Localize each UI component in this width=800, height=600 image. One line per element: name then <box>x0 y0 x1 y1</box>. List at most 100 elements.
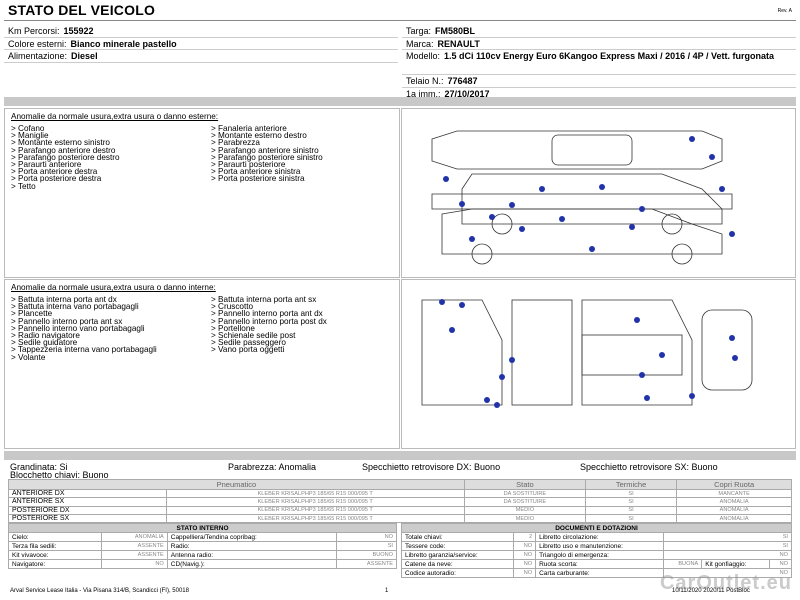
kv-row: Catene da neve: NO Ruota scorta: BUONA Kit g… <box>400 559 792 569</box>
status-blocchetto: Blocchetto chiavi: Buono <box>10 470 109 480</box>
field-label: Cappelliera/Tendina copribag: <box>166 532 337 542</box>
field-value: 2 <box>513 532 537 542</box>
field-label: Totale chiavi: <box>400 532 515 542</box>
column-header: Termiche <box>584 479 678 490</box>
field-value: NO <box>513 568 537 578</box>
field-value: SI <box>663 532 792 542</box>
tire-cell: ANOMALIA <box>676 513 792 524</box>
field-value: NO <box>663 550 792 560</box>
tire-cell: MEDIO <box>463 505 586 515</box>
tire-cell: POSTERIORE SX <box>8 513 167 524</box>
field-value: SI <box>663 541 792 551</box>
tires-table: Pneumatico Stato Termiche Copri Ruota ANTERI… <box>8 479 792 524</box>
stato-interno-table: STATO INTERNO Cielo: ANOMALIA Cappelliera/T… <box>7 523 398 569</box>
info-label: 1a imm.: <box>406 88 441 99</box>
tire-row: ANTERIORE DX KLEBER KRISALPHP3 185/65 R15… <box>8 488 792 499</box>
damage-item: > Parafango anteriore sinistro <box>211 145 319 155</box>
revision: Rev. A <box>777 8 792 14</box>
car-side-left <box>441 208 723 255</box>
field-value: BUONO <box>335 550 398 560</box>
info-row: Targa: FM580BL <box>402 25 796 38</box>
car-top <box>431 130 723 170</box>
item-column: > Battuta interna porta ant dx > Battuta … <box>11 295 211 361</box>
info-row: Marca: RENAULT <box>402 38 796 50</box>
field-label: Antenna radio: <box>166 550 337 560</box>
damage-item: > Pannello interno vano portabagagli <box>11 323 145 333</box>
info-value: FM580BL <box>435 26 476 36</box>
tire-cell: KLEBER KRISALPHP3 185/65 R15 000/095 T <box>165 505 465 515</box>
kv-row: Totale chiavi: 2 Libretto circolazione: SI <box>400 532 792 542</box>
field-label: Codice autoradio: <box>400 568 515 578</box>
tire-cell: SI <box>584 488 678 499</box>
rule <box>4 20 796 21</box>
damage-item: > Cruscotto <box>211 302 254 312</box>
kv-row: Terza fila sedili: ASSENTE Radio: SI <box>7 541 398 551</box>
tire-cell: MANCANTE <box>676 488 792 499</box>
damage-item: > Sedile guidatore <box>11 338 78 348</box>
item-column: > Fanaleria anteriore > Montante esterno … <box>211 124 411 183</box>
field-label: Cielo: <box>7 532 103 542</box>
tire-row: POSTERIORE DX KLEBER KRISALPHP3 185/65 R1… <box>8 505 792 515</box>
car-exterior <box>431 130 735 265</box>
field-value: ASSENTE <box>101 541 168 551</box>
car-side-right <box>461 173 723 225</box>
damage-item: > Parafango posteriore sinistro <box>211 152 323 162</box>
damage-item: > Sedile passeggero <box>211 338 286 348</box>
car-front-view <box>431 193 733 210</box>
damage-item: > Schienale sedile post <box>211 331 296 341</box>
damage-item: > Battuta interna porta ant dx <box>11 295 117 304</box>
kv-row: Tessere code: NO Libretto uso e manutenzio… <box>400 541 792 551</box>
separator <box>4 451 796 460</box>
field-value: ANOMALIA <box>101 532 168 542</box>
field-label: Triangolo di emergenza: <box>535 550 665 560</box>
field-label: Libretto circolazione: <box>535 532 665 542</box>
footer-address: Arval Service Lease Italia - Via Pisana … <box>10 588 189 594</box>
kv-row: Kit vivavoce: ASSENTE Antenna radio: BUONO <box>7 550 398 560</box>
field-value: SI <box>335 541 398 551</box>
damage-item: > Porta anteriore sinistra <box>211 167 301 177</box>
status-parabrezza: Parabrezza: Anomalia <box>228 462 317 472</box>
title-row: STATO INTERNO <box>8 523 397 533</box>
field-label: Tessere code: <box>400 541 515 551</box>
door-left <box>421 299 503 406</box>
wheel <box>661 213 683 235</box>
info-row: Km Percorsi: 155922 <box>4 25 398 38</box>
info-label: Targa: <box>406 26 432 36</box>
tire-cell: ANOMALIA <box>676 497 792 507</box>
info-label: Km Percorsi: <box>8 26 60 36</box>
exterior-list: Anomalie da normale usura,extra usura o … <box>4 108 400 278</box>
interior-diagram <box>401 279 796 449</box>
info-value: 776487 <box>447 76 478 86</box>
wheel <box>671 243 693 265</box>
tire-cell: DA SOSTITUIRE <box>463 488 586 499</box>
damage-item: > Vano porta oggetti <box>211 345 285 355</box>
damage-item: > Tappezzeria interna vano portabagagli <box>11 345 157 355</box>
damage-item: > Pannello interno porta ant dx <box>211 309 323 319</box>
info-value: 27/10/2017 <box>444 88 490 99</box>
damage-item: > Maniglie <box>11 131 49 141</box>
field-label: Catene da neve: <box>400 559 515 569</box>
wheel <box>471 243 493 265</box>
documenti-table: DOCUMENTI E DOTAZIONI Totale chiavi: 2 Libr… <box>400 523 792 578</box>
status-specchietto-sx: Specchietto retrovisore SX: Buono <box>580 462 718 472</box>
damage-item: > Parabrezza <box>211 138 260 148</box>
dashboard <box>701 309 753 391</box>
info-left: Km Percorsi: 155922 Colore esterni: Bianco … <box>4 25 398 63</box>
damage-item: > Radio navigatore <box>11 331 80 341</box>
item-column: > Cofano > Maniglie > Montante esterno sin… <box>11 124 211 190</box>
item-column: > Battuta interna porta ant sx > Cruscott… <box>211 295 411 355</box>
field-value: NO <box>513 541 537 551</box>
info-label: Alimentazione: <box>8 51 68 61</box>
damage-item: > Battuta interna vano portabagagli <box>11 302 139 312</box>
damage-item: > Parafango anteriore destro <box>11 145 116 155</box>
info-value: 155922 <box>63 26 94 36</box>
field-label: Kit gonfiaggio: <box>701 559 771 569</box>
field-value: ASSENTE <box>101 550 168 560</box>
door-right <box>581 299 693 406</box>
footer-page: 1 <box>385 588 389 594</box>
damage-item: > Porta anteriore destra <box>11 167 98 177</box>
tire-cell: ANTERIORE DX <box>8 488 167 499</box>
info-label: Colore esterni: <box>8 38 67 49</box>
kv-row: Codice autoradio: NO Carta carburante: NO <box>400 568 792 578</box>
table-title: STATO INTERNO <box>8 523 397 533</box>
